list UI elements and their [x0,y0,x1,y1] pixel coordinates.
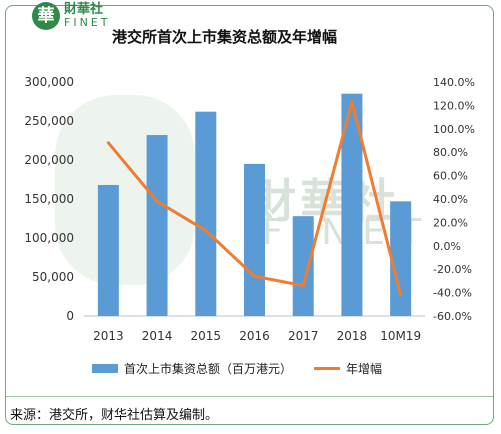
bar [292,216,314,316]
growth-point [155,199,159,203]
bar [390,201,412,316]
y-right-tick-label: 60.0% [433,170,468,183]
x-tick-label: 2016 [239,329,270,343]
growth-point [301,284,305,288]
bar [244,163,265,316]
y-right-tick-label: -20.0% [433,263,472,276]
y-right-tick-label: 20.0% [433,216,468,229]
y-right-tick-label: -40.0% [433,287,472,300]
watermark-seal [55,95,195,285]
bar [146,135,168,316]
x-tick-label: 2013 [93,329,124,343]
source-note: 来源：港交所，财华社估算及编制。 [10,408,219,423]
growth-point [253,274,256,278]
legend: 首次上市集资总额（百万港元） 年增幅 [92,360,382,377]
bar [97,184,119,316]
legend-bar-swatch [92,364,118,373]
y-right-tick-label: 40.0% [433,193,468,206]
legend-bar-label: 首次上市集资总额（百万港元） [124,362,293,376]
y-left-tick-label: 0 [66,309,74,323]
x-tick-label: 2015 [191,329,222,343]
y-right-tick-label: 140.0% [433,76,475,89]
y-left-tick-label: 200,000 [24,153,74,167]
logo-mark-icon: 華 [32,2,60,30]
growth-point [204,229,208,233]
x-tick-label: 2017 [288,329,319,343]
x-tick-label: 2014 [142,329,173,343]
growth-point [350,100,354,104]
y-right-tick-label: 80.0% [433,146,468,159]
y-left-tick-label: 250,000 [24,114,74,128]
chart-frame [5,5,494,425]
y-right-tick-label: 0.0% [433,240,461,253]
chart-title: 港交所首次上市集资总额及年增幅 [112,28,338,46]
logo-name-en: FINET [64,16,111,29]
y-left-tick-label: 100,000 [24,231,74,245]
x-tick-label: 2018 [337,329,368,343]
brand-logo: 華 財華社 FINET [32,2,110,30]
bar [341,93,363,316]
y-left-tick-label: 50,000 [32,270,74,284]
logo-name-cn: 財華社 [64,2,104,17]
legend-line-swatch [314,367,341,370]
y-left-tick-label: 300,000 [24,75,74,89]
y-right-tick-label: -60.0% [433,310,472,323]
y-right-tick-label: 120.0% [433,99,475,112]
legend-line-label: 年增幅 [346,362,383,376]
growth-point [399,293,403,297]
y-right-tick-label: 100.0% [433,123,475,136]
y-left-tick-label: 150,000 [24,192,74,206]
x-tick-label: 10M19 [380,329,421,343]
footer-divider [6,396,493,397]
growth-point [106,141,110,145]
bar [195,111,217,316]
